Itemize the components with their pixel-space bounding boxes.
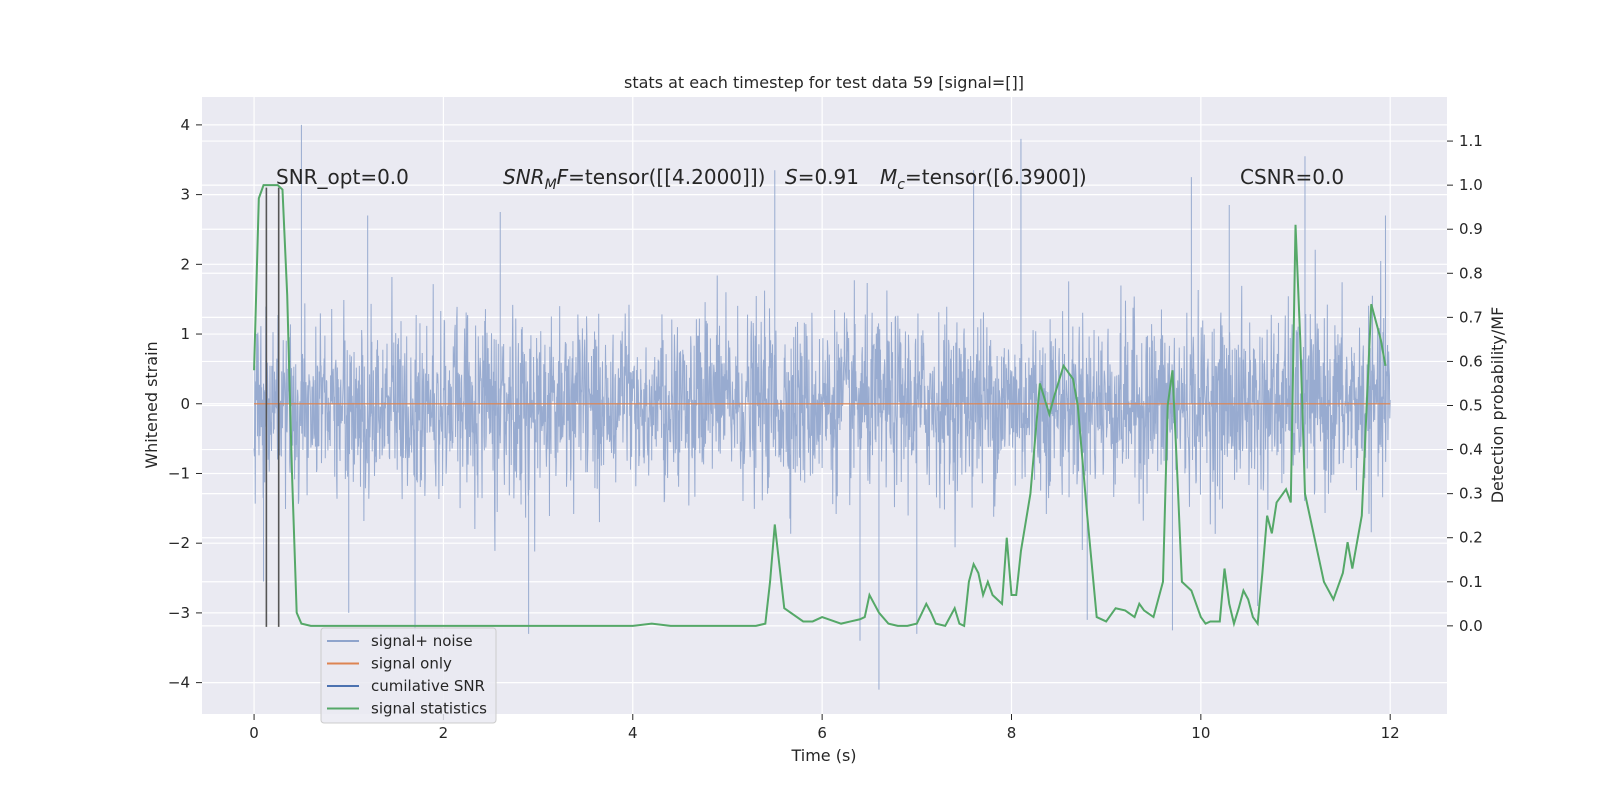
yr-tick-label-0: 0.0: [1459, 617, 1483, 635]
y-tick-label-8: 4: [180, 116, 190, 134]
annotation-mc-sub: c: [897, 177, 905, 193]
legend-label-3: signal statistics: [371, 700, 487, 718]
annotation-snr-mf-prefix: SNR: [503, 165, 545, 189]
yr-tick-label-8: 0.8: [1459, 264, 1483, 282]
x-tick-label-0: 0: [249, 724, 259, 742]
chart-title: stats at each timestep for test data 59 …: [624, 73, 1024, 92]
annotation-snr-opt: SNR_opt=0.0: [276, 165, 409, 189]
yr-tick-label-3: 0.3: [1459, 485, 1483, 503]
y-axis-right-ticks: 0.0 0.1 0.2 0.3 0.4 0.5 0.6 0.7 0.8 0.9 1.0 1.1: [1447, 132, 1483, 635]
x-tick-label-1: 2: [439, 724, 449, 742]
legend-box: [320, 627, 497, 724]
yr-tick-label-1: 0.1: [1459, 573, 1483, 591]
legend-label-1: signal only: [371, 655, 452, 673]
yr-tick-label-11: 1.1: [1459, 132, 1483, 150]
annotation-s-label: S: [785, 165, 798, 189]
x-tick-label-3: 6: [817, 724, 827, 742]
yr-tick-label-5: 0.5: [1459, 397, 1483, 415]
yr-tick-label-10: 1.0: [1459, 176, 1483, 194]
legend: signal+ noise signal only cumilative SNR si…: [320, 627, 497, 724]
legend-label-0: signal+ noise: [371, 632, 473, 650]
series-signal-statistics: [253, 184, 1387, 628]
yr-tick-label-9: 0.9: [1459, 220, 1483, 238]
annotation-mc-value: =tensor([6.3900]): [905, 165, 1087, 189]
vertical-markers: [265, 187, 280, 627]
signal-statistics-line: [253, 184, 1387, 628]
x-tick-label-2: 4: [628, 724, 638, 742]
annotation-s: S=0.91: [785, 165, 859, 189]
y-tick-label-1: −3: [168, 604, 190, 622]
y-axis-left-label: Whitened strain: [142, 341, 161, 468]
annotation-snr-mf-mid: F: [557, 165, 569, 189]
annotation-mc-label: M: [880, 165, 897, 189]
annotation-s-value: =0.91: [798, 165, 859, 189]
x-axis-ticks: 0 2 4 6 8 10 12: [249, 714, 1400, 742]
annotation-csnr: CSNR=0.0: [1240, 165, 1344, 189]
annotation-snr-mf-value: =tensor([[4.2000]]): [568, 165, 765, 189]
y-tick-label-4: 0: [180, 395, 190, 413]
y-tick-label-3: −1: [168, 464, 190, 482]
y-tick-label-6: 2: [180, 255, 190, 273]
x-axis-label: Time (s): [790, 746, 856, 765]
annotation-mc: Mc=tensor([6.3900]): [880, 165, 1087, 193]
yr-tick-label-6: 0.6: [1459, 352, 1483, 370]
x-tick-label-5: 10: [1191, 724, 1210, 742]
y-axis-right-label: Detection probability/MF: [1488, 307, 1507, 504]
y-tick-label-2: −2: [168, 534, 190, 552]
annotation-snr-mf: SNRMF=tensor([[4.2000]]): [503, 165, 765, 193]
y-tick-label-0: −4: [168, 674, 190, 692]
yr-tick-label-7: 0.7: [1459, 308, 1483, 326]
legend-label-2: cumilative SNR: [371, 677, 485, 695]
y-tick-label-7: 3: [180, 186, 190, 204]
annotation-snr-mf-sub: M: [545, 177, 557, 193]
x-tick-label-6: 12: [1381, 724, 1400, 742]
y-tick-label-5: 1: [180, 325, 190, 343]
yr-tick-label-2: 0.2: [1459, 529, 1483, 547]
yr-tick-label-4: 0.4: [1459, 441, 1483, 459]
x-tick-label-4: 8: [1007, 724, 1017, 742]
y-axis-left-ticks: −4 −3 −2 −1 0 1 2 3 4: [168, 116, 202, 692]
